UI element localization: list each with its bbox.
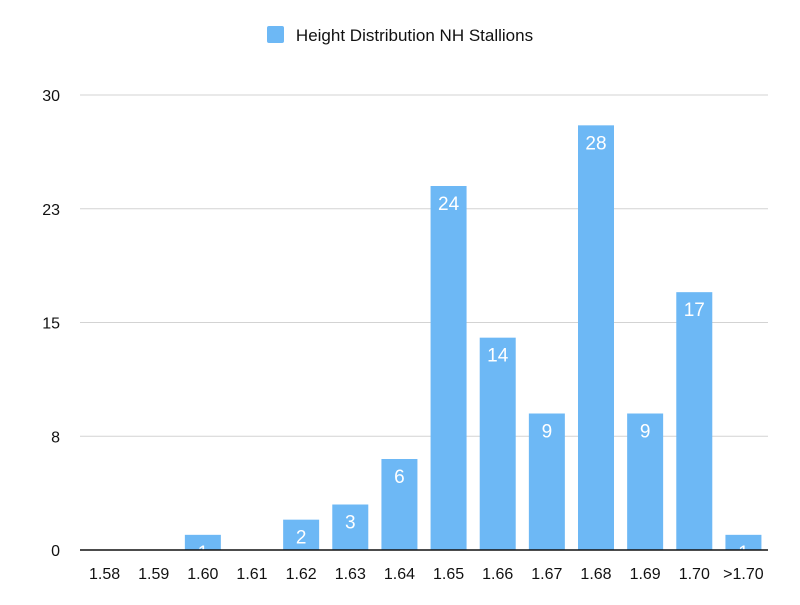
legend: Height Distribution NH Stallions [0, 26, 800, 46]
x-tick-label: 1.66 [482, 566, 513, 583]
bar [578, 125, 614, 550]
data-label: 3 [345, 513, 356, 534]
bar [725, 534, 762, 550]
x-axis-ticks: 1.58 1.59 1.60 1.61 1.62 1.63 1.64 1.65 1.66 1.67… [89, 566, 764, 583]
y-tick-label: 23 [42, 202, 60, 219]
data-labels: 1 2 3 6 24 14 9 28 9 17 1 [198, 133, 749, 564]
y-tick-label: 0 [51, 543, 60, 560]
legend-swatch [266, 26, 284, 43]
bar [283, 519, 320, 550]
x-tick-label: 1.61 [236, 566, 267, 583]
x-tick-label: >1.70 [723, 566, 764, 583]
x-tick-label: 1.69 [630, 566, 661, 583]
data-label: 9 [542, 422, 553, 443]
data-label: 24 [438, 194, 460, 215]
data-label: 28 [585, 133, 606, 154]
data-label: 6 [394, 467, 405, 488]
data-label: 9 [640, 422, 651, 443]
data-label: 1 [738, 543, 749, 564]
data-label: 14 [487, 346, 509, 367]
data-label: 2 [296, 528, 307, 549]
y-tick-label: 8 [51, 429, 60, 446]
data-label: 1 [198, 543, 209, 564]
y-axis-ticks: 0 8 15 23 30 [42, 88, 60, 560]
bar [430, 186, 467, 550]
y-tick-label: 15 [42, 316, 60, 333]
bar [332, 504, 369, 550]
x-tick-label: 1.59 [138, 566, 169, 583]
bar [381, 459, 418, 550]
bar [184, 534, 221, 550]
bar [528, 413, 565, 550]
x-tick-label: 1.63 [335, 566, 366, 583]
y-tick-label: 30 [42, 88, 60, 105]
x-tick-label: 1.70 [679, 566, 710, 583]
legend-label: Height Distribution NH Stallions [295, 26, 534, 45]
gridlines [80, 94, 768, 437]
x-tick-label: 1.64 [384, 566, 415, 583]
x-tick-label: 1.60 [187, 566, 218, 583]
bar [479, 337, 516, 550]
x-tick-label: 1.67 [531, 566, 562, 583]
bars [184, 125, 762, 550]
x-tick-label: 1.68 [580, 566, 611, 583]
x-tick-label: 1.62 [286, 566, 317, 583]
x-tick-label: 1.65 [433, 566, 464, 583]
bar [676, 292, 713, 550]
bar [627, 413, 664, 550]
data-label: 17 [684, 300, 705, 321]
x-tick-label: 1.58 [89, 566, 120, 583]
